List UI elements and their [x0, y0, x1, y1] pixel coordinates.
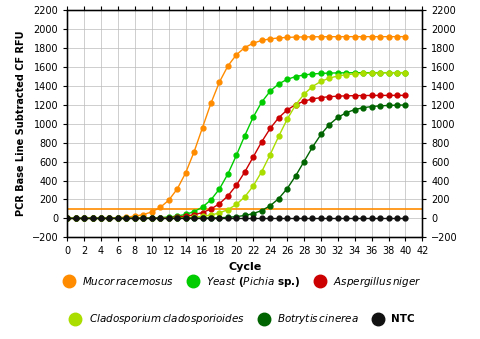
Y-axis label: PCR Base Line Subtracted CF RFU: PCR Base Line Subtracted CF RFU	[16, 31, 26, 217]
Legend: $\it{Mucor\/racemosus}$, $\it{Yeast}$ ($\it{Pichia}$ sp.), $\it{Aspergillus\/nig: $\it{Mucor\/racemosus}$, $\it{Yeast}$ ($…	[54, 271, 426, 293]
X-axis label: Cycle: Cycle	[228, 262, 262, 272]
Legend: $\it{Cladosporium\/cladosporioides}$, $\it{Botrytis\/cinerea}$, NTC: $\it{Cladosporium\/cladosporioides}$, $\…	[61, 308, 419, 331]
